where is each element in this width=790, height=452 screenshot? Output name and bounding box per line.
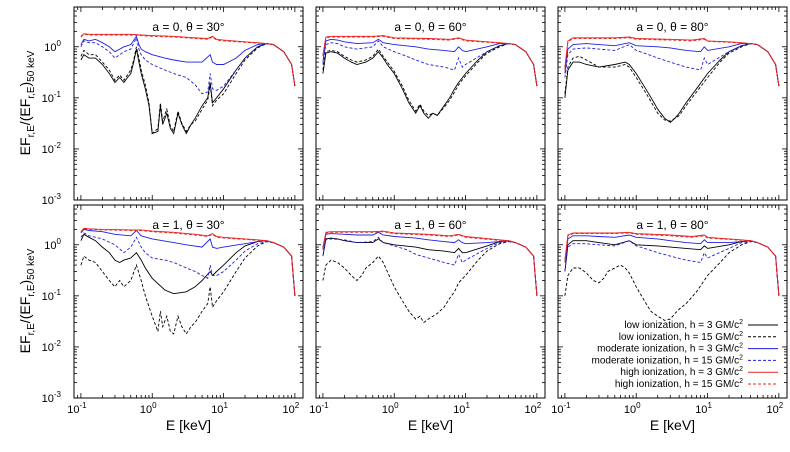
series-mod_h15 [564,240,780,296]
y-tick-label: 10-3 [42,390,62,405]
y-tick-label: 10-2 [42,339,62,354]
series-low_h15 [564,241,780,321]
series-mod_h15 [322,40,538,87]
series-low_h3 [564,240,780,296]
panel-3: a = 0, θ = 80° [557,6,788,201]
panel-title: a = 0, θ = 80° [636,20,708,34]
x-tick-label: 101 [695,401,712,416]
x-tick-label: 102 [283,401,300,416]
y-tick-label: 100 [44,39,61,54]
legend-label: low ionization, h = 3 GM/c2 [624,319,743,331]
panel-1: a = 0, θ = 30° 10-3 10-2 10-1 100 [42,6,304,207]
series-mod_h3 [322,38,538,87]
panel-title: a = 1, θ = 60° [394,218,466,232]
panel-title: a = 0, θ = 60° [394,20,466,34]
x-axis-label: E [keV] [408,417,453,433]
series-low_h15 [564,43,780,122]
panel-frame [73,6,304,201]
series-low_h15 [322,43,538,117]
series-high_h3 [322,35,538,87]
panel-frame [557,204,788,399]
series-high_h3 [80,227,296,296]
series-high_h3 [322,230,538,296]
x-tick-label: 102 [767,401,784,416]
x-axis-labels: E [keV] E [keV] E [keV] [166,417,695,433]
y-tick-label: 10-1 [42,288,62,303]
series-high_h15 [80,33,296,87]
series-mod_h15 [80,36,296,95]
x-tick-label: 101 [453,401,470,416]
y-tick-label: 10-2 [42,141,62,156]
series-low_h3 [322,43,538,119]
panel-frame [315,6,546,201]
y-axis-label: EFr,E/(EFr,E)50 keV [17,248,37,353]
panel-6: a = 1, θ = 80° 10-1 100 101 102 [551,204,788,416]
series-low_h15 [80,43,296,135]
y-axis-labels: EFr,E/(EFr,E)50 keV EFr,E/(EFr,E)50 keV [17,50,37,353]
x-tick-label: 10-1 [551,401,571,416]
series-mod_h3 [80,35,296,87]
panel-title: a = 0, θ = 30° [152,20,224,34]
series-mod_h3 [80,228,296,296]
panel-2: a = 0, θ = 60° [315,6,546,201]
panel-frame [73,204,304,399]
x-tick-label: 100 [382,401,399,416]
legend-label: moderate ionization, h = 3 GM/c2 [597,343,743,355]
series-mod_h3 [564,234,780,296]
legend-label: high ionization, h = 3 GM/c2 [620,366,743,378]
y-axis-label: EFr,E/(EFr,E)50 keV [17,50,37,155]
series-high_h15 [322,231,538,296]
x-tick-label: 10-1 [309,401,329,416]
legend-label: low ionization, h = 15 GM/c2 [619,331,743,343]
y-tick-label: 10-3 [42,192,62,207]
x-tick-label: 102 [525,401,542,416]
panel-frame [315,204,546,399]
legend-label: high ionization, h = 15 GM/c2 [615,378,743,390]
series-low_h3 [322,237,538,296]
series-mod_h15 [80,232,296,296]
series-high_h15 [80,228,296,296]
x-tick-label: 101 [211,401,228,416]
series-mod_h3 [564,42,780,87]
series-high_h3 [564,36,780,87]
series-mod_h15 [564,43,780,87]
series-high_h3 [80,33,296,87]
series-low_h3 [80,43,296,135]
x-tick-label: 100 [140,401,157,416]
panel-title: a = 1, θ = 80° [636,218,708,232]
series-low_h3 [564,43,780,123]
y-tick-label: 100 [44,237,61,252]
panel-5: a = 1, θ = 60° 10-1 100 101 102 [309,204,546,416]
series-low_h15 [322,241,538,324]
panel-4: a = 1, θ = 30° 10-1 100 101 102 10-3 10-2 10-1 1… [42,204,304,416]
legend-label: moderate ionization, h = 15 GM/c2 [592,354,744,366]
panel-frame [557,6,788,201]
series-mod_h15 [322,236,538,296]
x-tick-label: 10-1 [67,401,87,416]
x-axis-label: E [keV] [650,417,695,433]
y-tick-label: 10-1 [42,90,62,105]
panel-title: a = 1, θ = 30° [152,218,224,232]
x-axis-label: E [keV] [166,417,211,433]
series-low_h15 [80,241,296,335]
series-high_h3 [564,231,780,296]
x-tick-label: 100 [624,401,641,416]
